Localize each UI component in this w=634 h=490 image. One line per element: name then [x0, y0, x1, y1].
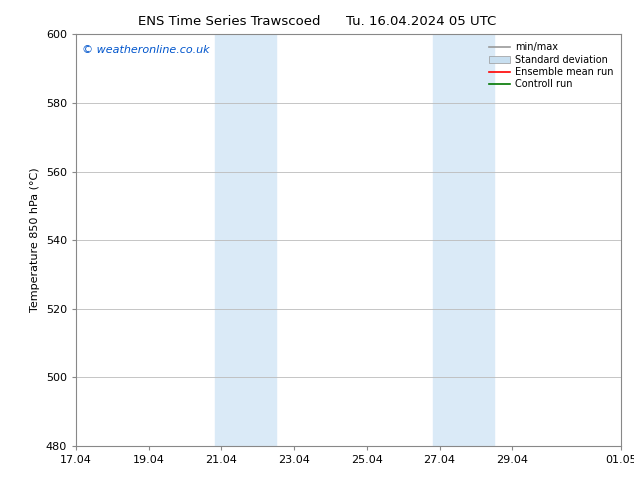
Y-axis label: Temperature 850 hPa (°C): Temperature 850 hPa (°C) — [30, 168, 40, 313]
Bar — [434, 34, 494, 446]
Text: ENS Time Series Trawscoed      Tu. 16.04.2024 05 UTC: ENS Time Series Trawscoed Tu. 16.04.2024… — [138, 15, 496, 28]
Legend: min/max, Standard deviation, Ensemble mean run, Controll run: min/max, Standard deviation, Ensemble me… — [486, 39, 616, 92]
Text: © weatheronline.co.uk: © weatheronline.co.uk — [82, 45, 209, 54]
Bar — [216, 34, 276, 446]
